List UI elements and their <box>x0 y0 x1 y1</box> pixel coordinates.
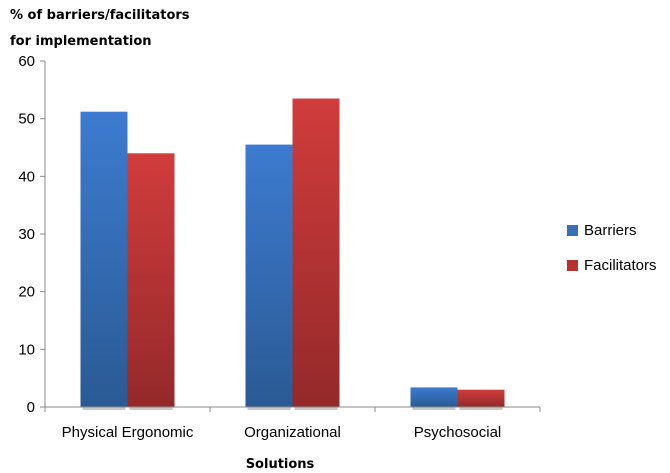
x-axis-title: Solutions <box>245 457 315 472</box>
y-tick-label-40: 40 <box>18 168 35 185</box>
y-tick-label-10: 10 <box>18 341 35 358</box>
legend: Barriers Facilitators <box>567 218 657 288</box>
x-tick-label-psychosocial: Psychosocial <box>414 424 502 441</box>
legend-swatch-barriers <box>567 224 578 236</box>
legend-label-facilitators: Facilitators <box>584 256 657 274</box>
bar-barriers-physical-ergonomic <box>80 111 128 407</box>
y-tick-label-30: 30 <box>18 226 35 243</box>
bar-facilitators-psychosocial <box>457 389 505 407</box>
bar-shadow-barriers-physical-ergonomic <box>82 407 126 410</box>
legend-item-barriers: Barriers <box>567 218 657 242</box>
y-tick-label-60: 60 <box>18 53 35 70</box>
x-tick-label-organizational: Organizational <box>244 424 341 441</box>
y-axis-title-line-1: % of barriers/facilitators <box>10 8 190 23</box>
x-tick-label-physical-ergonomic: Physical Ergonomic <box>62 424 194 441</box>
bar-facilitators-organizational <box>292 98 340 407</box>
y-axis-title-line-2: for implementation <box>10 34 152 49</box>
bar-shadow-facilitators-physical-ergonomic <box>129 407 173 410</box>
legend-swatch-facilitators <box>567 259 578 271</box>
bar-shadow-barriers-psychosocial <box>412 407 456 410</box>
bar-shadow-barriers-organizational <box>247 407 291 410</box>
bar-shadow-facilitators-organizational <box>294 407 338 410</box>
legend-label-barriers: Barriers <box>584 221 637 239</box>
bar-barriers-psychosocial <box>410 387 458 407</box>
bar-barriers-organizational <box>245 144 293 407</box>
y-tick-label-20: 20 <box>18 284 35 301</box>
y-tick-label-50: 50 <box>18 111 35 128</box>
legend-item-facilitators: Facilitators <box>567 253 657 277</box>
y-tick-label-0: 0 <box>27 399 35 416</box>
bar-facilitators-physical-ergonomic <box>127 153 175 407</box>
bar-shadow-facilitators-psychosocial <box>459 407 503 410</box>
